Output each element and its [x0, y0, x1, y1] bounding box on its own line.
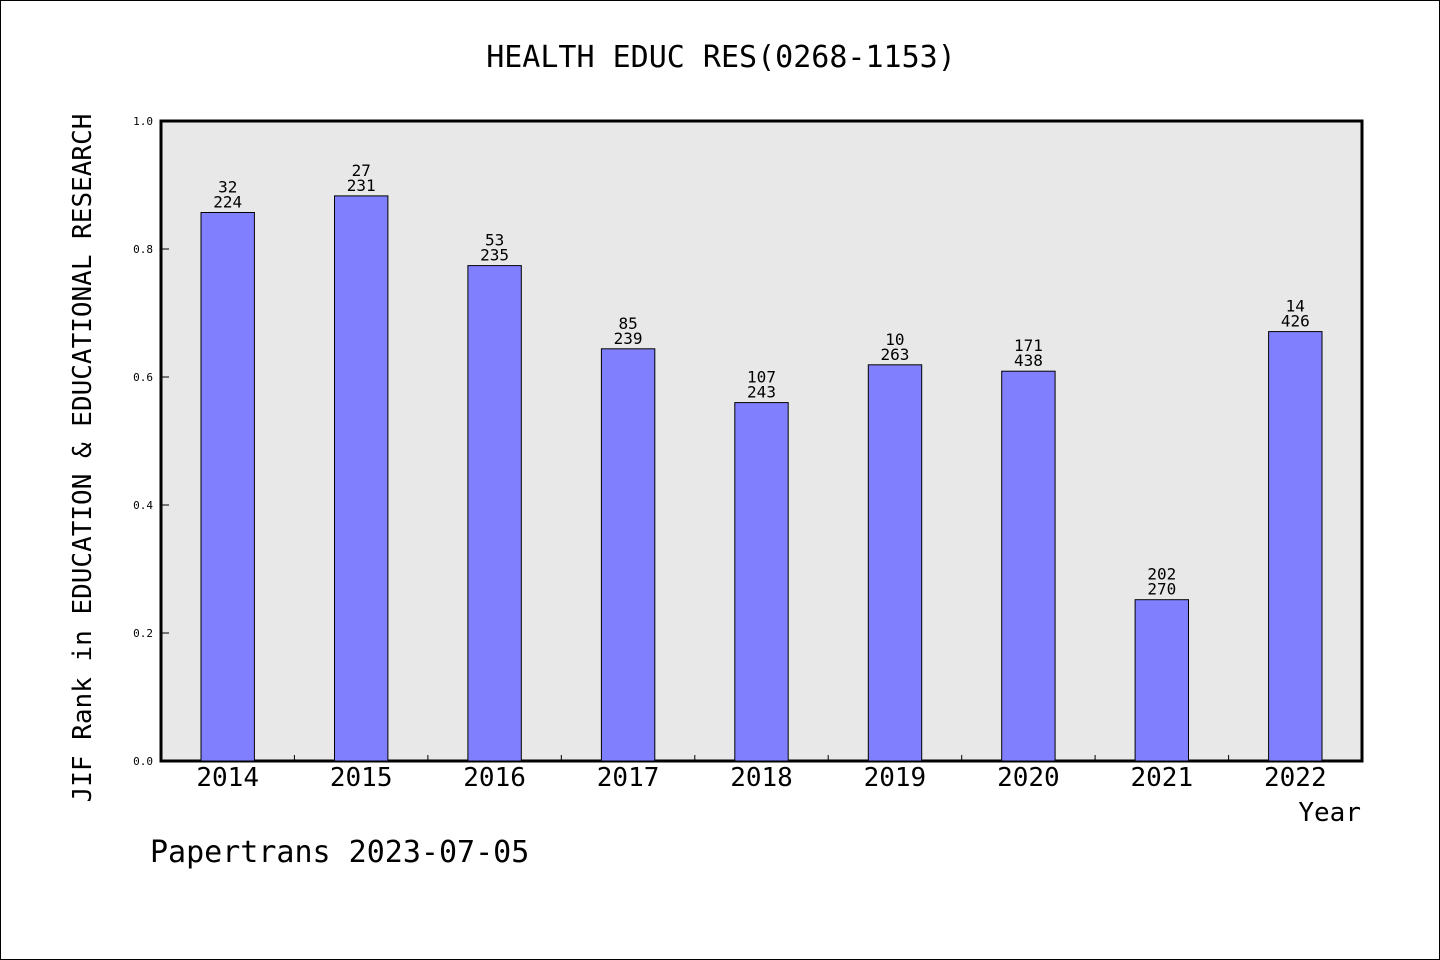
y-tick-label-5: 1.0 [133, 115, 153, 128]
bar-rank-label-2017: 85 [618, 314, 637, 333]
bar-rank-label-2020: 171 [1014, 336, 1043, 355]
bar-total-label-2015: 231 [347, 176, 376, 195]
y-axis-label: JIF Rank in EDUCATION & EDUCATIONAL RESE… [68, 114, 98, 803]
bar-rank-label-2014: 32 [218, 178, 237, 197]
bar-2021 [1134, 599, 1189, 762]
bar-2018 [734, 402, 789, 762]
bar-total-label-2021: 270 [1147, 580, 1176, 599]
x-tick-label-2018: 2018 [730, 763, 793, 793]
chart-title: HEALTH EDUC RES(0268-1153) [486, 40, 956, 75]
bar-rank-label-2015: 27 [352, 161, 371, 180]
bar-total-label-2020: 438 [1014, 351, 1043, 370]
x-tick-label-2016: 2016 [463, 763, 526, 793]
bar-rank-label-2019: 10 [885, 330, 904, 349]
x-axis-label: Year [1298, 798, 1361, 828]
bar-total-label-2018: 243 [747, 383, 776, 402]
x-tick-label-2017: 2017 [597, 763, 660, 793]
bar-rank-label-2018: 107 [747, 368, 776, 387]
bar-rank-label-2016: 53 [485, 231, 504, 250]
bar-2017 [600, 348, 656, 762]
y-tick-label-4: 0.8 [133, 243, 153, 256]
x-tick-label-2015: 2015 [330, 763, 393, 793]
y-tick-label-0: 0.0 [133, 755, 153, 768]
bar-total-label-2016: 235 [480, 246, 509, 265]
y-tick-label-3: 0.6 [133, 371, 153, 384]
bar-total-label-2019: 263 [880, 345, 909, 364]
x-tick-label-2014: 2014 [196, 763, 259, 793]
x-tick-label-2020: 2020 [997, 763, 1060, 793]
bar-total-label-2014: 224 [213, 193, 242, 212]
bar-2019 [867, 364, 923, 762]
bar-rank-label-2021: 202 [1147, 565, 1176, 584]
x-tick-label-2019: 2019 [864, 763, 927, 793]
bar-total-label-2022: 426 [1281, 312, 1310, 331]
bar-2022 [1268, 331, 1323, 762]
footer-text: Papertrans 2023-07-05 [150, 835, 530, 870]
bar-2016 [467, 265, 522, 762]
y-tick-label-2: 0.4 [133, 499, 153, 512]
bar-total-label-2017: 239 [614, 329, 643, 348]
ticks-layer: 2014 2015 2016 2017 2018 2019 2020 2021 2022 0.0 0… [133, 115, 1326, 793]
bar-rank-label-2022: 14 [1286, 297, 1305, 316]
x-tick-label-2021: 2021 [1130, 763, 1193, 793]
bar-2020 [1001, 370, 1056, 762]
bar-2014 [200, 212, 255, 762]
y-tick-label-1: 0.2 [133, 627, 153, 640]
x-tick-label-2022: 2022 [1264, 763, 1327, 793]
bar-2015 [334, 195, 389, 762]
